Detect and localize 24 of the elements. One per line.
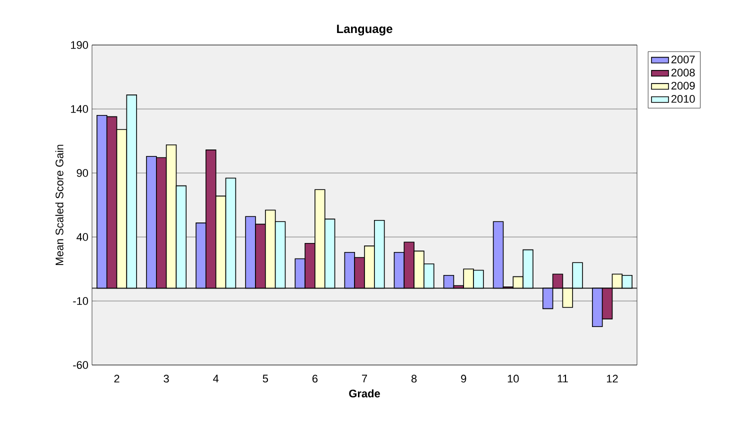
y-tick-label: 140: [71, 105, 88, 113]
x-axis-title: Grade: [349, 389, 380, 398]
legend-label: 2008: [671, 68, 695, 76]
y-tick-label: -10: [73, 297, 88, 305]
x-tick-label: 5: [262, 374, 268, 382]
y-axis-title: Mean Scaled Score Gain: [55, 144, 64, 266]
y-tick-label: 190: [71, 41, 88, 49]
x-tick-label: 6: [312, 374, 318, 383]
chart-title: Language: [337, 24, 392, 36]
x-tick-label: 3: [164, 374, 169, 383]
x-tick-label: 10: [508, 374, 519, 383]
y-tick-label: -60: [73, 361, 88, 369]
legend-label: 2009: [671, 82, 695, 90]
x-tick-label: 2: [114, 374, 120, 382]
y-tick-label: 90: [76, 169, 88, 177]
x-tick-label: 11: [558, 374, 568, 382]
legend-label: 2007: [671, 56, 695, 64]
x-tick-label: 8: [411, 374, 417, 383]
x-tick-label: 12: [606, 374, 618, 382]
x-tick-label: 7: [362, 374, 368, 382]
y-tick-label: 40: [76, 233, 88, 241]
x-tick-label: 9: [461, 374, 466, 383]
legend-label: 2010: [671, 94, 695, 103]
x-tick-label: 4: [213, 374, 219, 382]
